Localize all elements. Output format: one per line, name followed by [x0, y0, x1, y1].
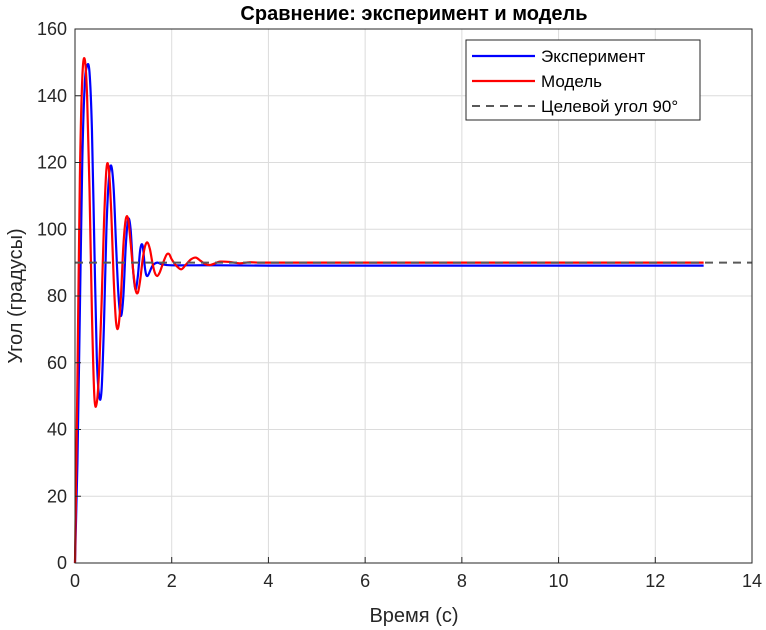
y-tick-label: 100	[37, 219, 67, 239]
y-tick-label: 160	[37, 19, 67, 39]
y-tick-label: 120	[37, 153, 67, 173]
experiment-series-line	[73, 62, 704, 564]
y-tick-label: 80	[47, 286, 67, 306]
legend: Эксперимент Модель Целевой угол 90°	[465, 39, 701, 121]
x-axis-title: Время (с)	[369, 605, 458, 627]
x-tick-label: 0	[70, 571, 80, 591]
y-tick-label: 0	[57, 553, 67, 573]
y-axis-title: Угол (градусы)	[5, 228, 27, 363]
x-tick-label: 2	[167, 571, 177, 591]
y-tick-label: 60	[47, 353, 67, 373]
legend-label-experiment: Эксперимент	[541, 47, 645, 66]
legend-label-model: Модель	[541, 72, 602, 91]
y-tick-label: 20	[47, 486, 67, 506]
x-tick-label: 6	[360, 571, 370, 591]
series-layer	[73, 57, 752, 564]
x-tick-label: 12	[645, 571, 665, 591]
legend-label-target: Целевой угол 90°	[541, 97, 678, 116]
x-tick-label: 4	[263, 571, 273, 591]
x-tick-label: 10	[549, 571, 569, 591]
x-tick-label: 14	[742, 571, 762, 591]
y-tick-label: 140	[37, 86, 67, 106]
chart-title: Сравнение: эксперимент и модель	[240, 3, 587, 25]
x-tick-label: 8	[457, 571, 467, 591]
y-tick-label: 40	[47, 420, 67, 440]
